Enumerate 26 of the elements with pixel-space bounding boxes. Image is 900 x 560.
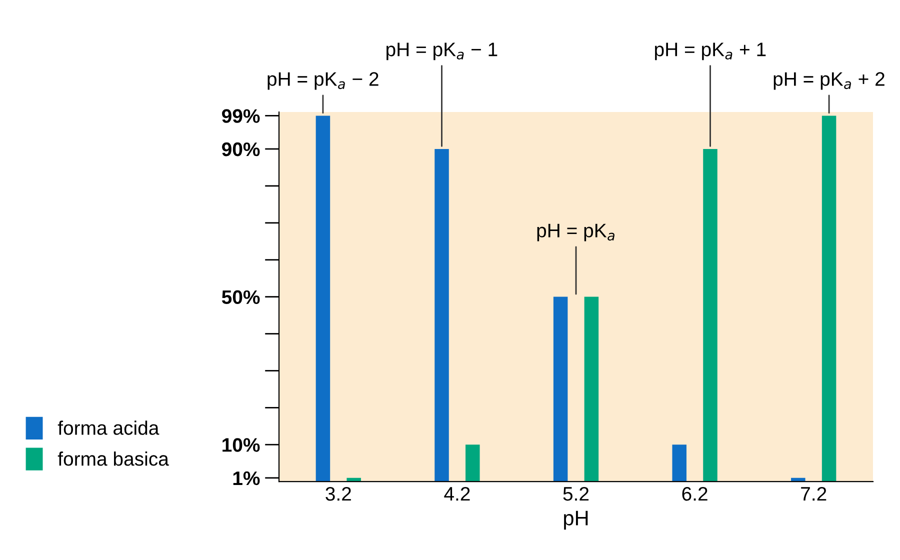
y-tick-label: 1% [233, 471, 260, 486]
bar [703, 148, 718, 482]
x-axis-title: pH [564, 510, 588, 530]
annotation: pH = pK$_{a}$ [537, 224, 614, 242]
legend-label: forma basica [58, 452, 169, 466]
x-tick-label: 3.2 [326, 486, 351, 501]
y-tick-label: 99% [222, 109, 260, 123]
bar [434, 148, 449, 482]
x-tick-label: 4.2 [444, 486, 470, 501]
bar [584, 296, 599, 482]
bar [672, 444, 686, 482]
bar [316, 116, 330, 482]
x-tick-label: 7.2 [801, 486, 826, 501]
y-tick-label: 90% [222, 142, 260, 156]
annotation: pH = pK$_{a}$ − 1 [386, 42, 498, 60]
y-tick-label: 50% [222, 290, 260, 304]
annotation: pH = pK$_{a}$ − 2 [268, 72, 378, 90]
annotation: pH = pK$_{a}$ + 2 [774, 72, 884, 90]
bar [553, 296, 568, 482]
x-tick-label: 6.2 [682, 486, 708, 501]
bar [822, 116, 836, 482]
y-tick-label: 10% [222, 438, 260, 452]
bar [466, 444, 480, 482]
x-tick-label: 5.2 [563, 486, 589, 501]
annotation: pH = pK$_{a}$ + 1 [655, 42, 766, 60]
legend-label: forma acida [58, 420, 160, 435]
